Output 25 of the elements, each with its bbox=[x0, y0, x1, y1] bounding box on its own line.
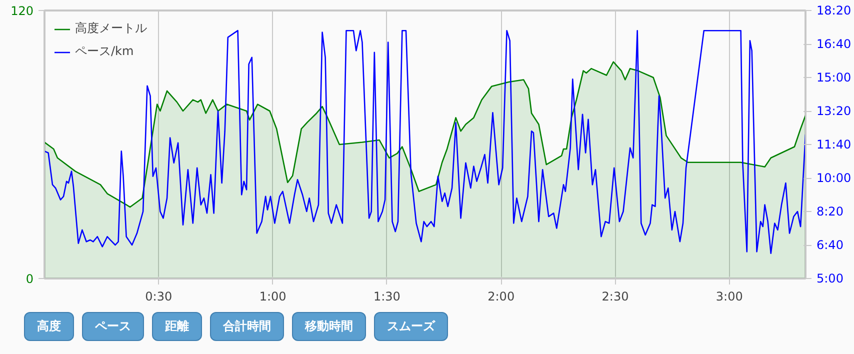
y-tick-label: 120 bbox=[10, 4, 34, 18]
text: 移動時間 bbox=[292, 312, 366, 342]
text: 距離 bbox=[152, 312, 202, 342]
x-tick-label: 1:00 bbox=[259, 290, 286, 304]
x-tick-label: 1:30 bbox=[373, 290, 400, 304]
legend-label: 高度メートル bbox=[75, 20, 147, 37]
x-tick-label: 2:30 bbox=[602, 290, 629, 304]
text: ペース bbox=[82, 312, 144, 342]
y-tick-label: 0 bbox=[26, 272, 34, 286]
y2-tick-label: 18:20 bbox=[816, 4, 852, 18]
x-tick-label: 3:00 bbox=[716, 290, 743, 304]
y2-tick-label: 8:20 bbox=[816, 204, 844, 218]
y2-tick-label: 10:00 bbox=[816, 171, 852, 185]
y2-tick-label: 6:40 bbox=[816, 238, 844, 252]
text: スムーズ bbox=[374, 312, 448, 342]
text: 合計時間 bbox=[210, 312, 284, 342]
y2-tick-label: 5:00 bbox=[816, 272, 844, 286]
x-tick-label: 2:00 bbox=[488, 290, 515, 304]
legend-label: ペース/km bbox=[75, 43, 134, 60]
y2-tick-label: 15:00 bbox=[816, 70, 852, 84]
text: 高度 bbox=[24, 312, 74, 342]
x-tick-label: 0:30 bbox=[145, 290, 172, 304]
y2-tick-label: 11:40 bbox=[816, 138, 852, 152]
y2-tick-label: 13:20 bbox=[816, 104, 852, 118]
y2-tick-label: 16:40 bbox=[816, 37, 852, 51]
